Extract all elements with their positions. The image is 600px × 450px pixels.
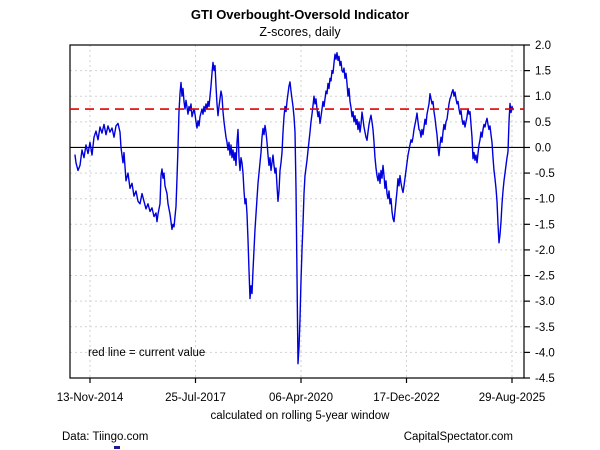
current-value-annotation: red line = current value bbox=[88, 347, 206, 359]
series-line bbox=[74, 52, 514, 365]
chart-subtitle: Z-scores, daily bbox=[259, 25, 341, 39]
y-tick-label: 1.5 bbox=[535, 66, 551, 78]
y-tick-label: -2.0 bbox=[535, 245, 555, 257]
x-tick-label: 17-Dec-2022 bbox=[373, 392, 439, 404]
y-tick-label: 0.5 bbox=[535, 117, 551, 129]
x-tick-label: 13-Nov-2014 bbox=[57, 392, 124, 404]
y-tick-label: -3.5 bbox=[535, 322, 555, 334]
x-tick-label: 29-Aug-2025 bbox=[479, 392, 546, 404]
plot-border bbox=[69, 44, 525, 379]
y-tick-label: -4.0 bbox=[535, 347, 555, 359]
x-tick-label: 25-Jul-2017 bbox=[165, 392, 226, 404]
site-credit-label: CapitalSpectator.com bbox=[403, 431, 513, 443]
y-tick-label: -1.0 bbox=[535, 194, 555, 206]
y-tick-label: 2.0 bbox=[535, 40, 551, 52]
chart-title: GTI Overbought-Oversold Indicator bbox=[190, 7, 410, 22]
y-tick-label: 1.0 bbox=[535, 91, 551, 103]
y-tick-label: -3.0 bbox=[535, 296, 555, 308]
y-tick-label: -0.5 bbox=[535, 168, 555, 180]
y-tick-label: -2.5 bbox=[535, 271, 555, 283]
data-source-label: Data: Tiingo.com bbox=[62, 431, 149, 443]
y-tick-label: 0.0 bbox=[535, 142, 551, 154]
calculation-footnote: calculated on rolling 5-year window bbox=[210, 410, 390, 422]
screenshot-artifact bbox=[114, 446, 120, 449]
x-tick-label: 06-Apr-2020 bbox=[269, 392, 333, 404]
y-tick-label: -4.5 bbox=[535, 373, 555, 385]
y-tick-label: -1.5 bbox=[535, 219, 555, 231]
